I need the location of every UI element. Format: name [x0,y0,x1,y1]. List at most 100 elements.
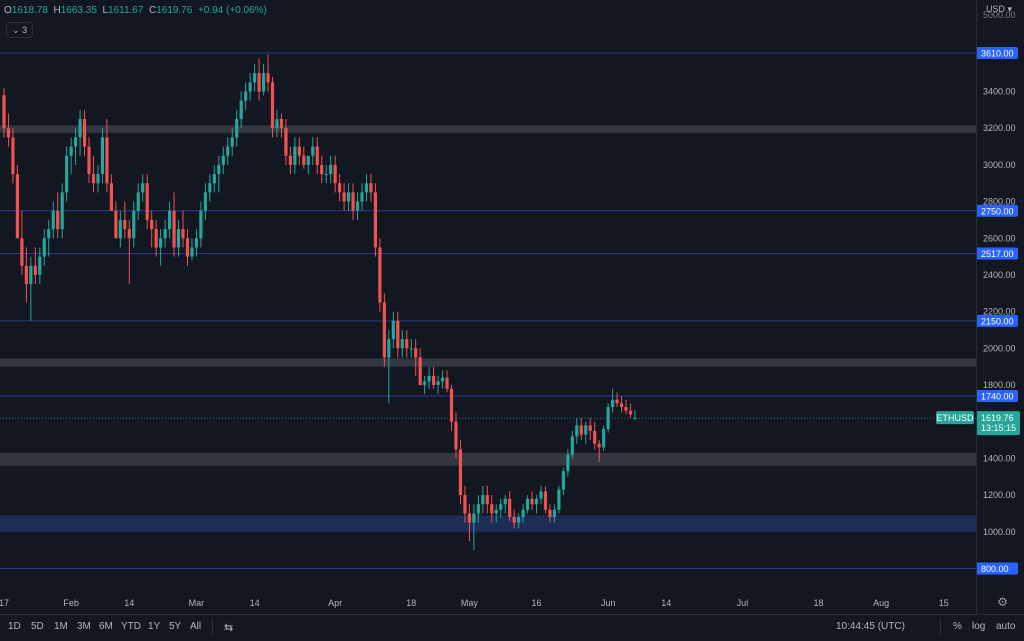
candle [333,155,337,193]
x-tick-label: 14 [661,598,671,608]
candle [275,109,279,138]
candle-body [154,229,158,248]
candle-body [543,491,548,510]
candle-body [275,119,279,129]
candle [436,375,440,395]
candle-body [320,164,324,175]
candle [579,418,583,441]
candle [548,504,552,523]
candle-body [293,146,297,165]
candle [481,485,485,514]
change-value: +0.94 (+0.06%) [197,5,267,16]
candle-body [235,119,239,138]
candle [159,229,163,266]
candle-body [172,210,176,248]
candle-body [463,495,467,514]
x-tick-label: May [461,598,479,608]
range-1m-button[interactable]: 1M [54,621,68,632]
candle-body [60,192,64,230]
range-1d-button[interactable]: 1D [8,621,21,632]
candle-body [176,229,181,248]
candle-body [145,183,149,220]
candle-body [512,517,516,523]
candle-body [51,210,55,230]
range-3m-button[interactable]: 3M [77,621,91,632]
candle [6,113,11,147]
candle [552,504,557,523]
candle-body [539,491,543,499]
candle-body [552,509,557,518]
candle [342,183,346,211]
candle-body [311,146,315,156]
candle [543,485,548,514]
candle-body [624,407,628,411]
candle-body [499,504,503,510]
candle-body [476,504,480,514]
candle-body [217,164,221,175]
range-all-button[interactable]: All [190,621,202,632]
candle-body [436,381,440,386]
indicators-toggle[interactable]: ⌄ 3 [6,22,34,38]
candle-body [69,146,73,156]
range-ytd-button[interactable]: YTD [121,621,141,632]
zone-band [0,515,976,532]
candle [78,109,82,156]
candle-body [226,146,230,156]
price-chart[interactable]: 1000.001200.001400.001600.001800.002000.… [0,0,1024,614]
candle-body [150,219,154,230]
candle [199,201,203,248]
candle [391,311,395,349]
candle [517,513,521,529]
range-5d-button[interactable]: 5D [31,621,44,632]
candle [266,54,270,92]
level-label: 800.00 [981,564,1009,574]
candle [74,128,78,165]
date-range-icon[interactable]: ⇆ [224,622,234,634]
candle [100,128,105,184]
candle-body [24,265,28,285]
candle-body [56,210,60,230]
candle [432,366,436,389]
candle-body [29,265,33,285]
candle [503,495,507,514]
candle [360,183,364,211]
gear-icon[interactable]: ⚙ [997,595,1008,609]
candle-body [185,238,190,257]
candle-body [517,517,521,523]
candle-body [584,425,588,435]
range-5y-button[interactable]: 5Y [169,621,182,632]
candle [311,137,315,165]
candle-body [136,192,140,211]
candle-body [91,174,96,184]
candle-body [449,388,454,422]
x-tick-label: 14 [124,598,134,608]
candle-body [297,146,301,156]
y-tick-label: 1000.00 [983,527,1016,537]
y-tick-label: 2600.00 [983,233,1016,243]
range-6m-button[interactable]: 6M [99,621,113,632]
candle [494,504,498,523]
candle-body [364,183,369,193]
candle [56,192,60,239]
x-tick-label: Aug [873,598,889,608]
high-label: H [53,5,61,16]
currency-selector[interactable]: USD ▾ [986,4,1012,15]
candle-body [11,137,15,175]
range-1y-button[interactable]: 1Y [148,621,161,632]
log-toggle[interactable]: log [972,621,986,632]
candle [584,421,588,444]
auto-toggle[interactable]: auto [996,621,1016,632]
candle-body [324,174,328,176]
level-label: 1740.00 [981,392,1014,402]
level-label-bg [976,204,1018,217]
x-tick-label: Jul [737,598,749,608]
candle-body [414,348,418,358]
x-tick-label: 18 [813,598,823,608]
candle-body [619,403,624,408]
percent-toggle[interactable]: % [953,621,962,632]
candle [338,174,342,202]
candle [306,155,310,175]
candle [150,210,154,248]
candle-body [611,399,615,408]
candle-body [633,418,637,420]
